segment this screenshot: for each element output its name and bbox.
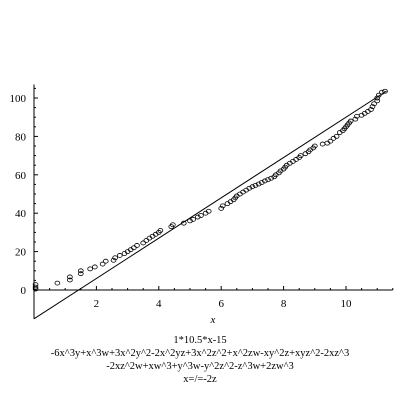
y-tick-label: 0 (21, 285, 27, 297)
data-point (205, 208, 212, 214)
data-point (32, 284, 39, 290)
data-point (352, 116, 359, 122)
y-tick-label: 20 (15, 247, 27, 259)
data-point (67, 277, 73, 283)
fit-line-layer (33, 90, 387, 320)
x-tick-label: 2 (94, 298, 100, 310)
caption-line-1: 1*10.5*x-15 (173, 335, 227, 346)
data-point (374, 98, 381, 104)
data-point (99, 261, 106, 267)
data-point (262, 178, 268, 184)
data-point (252, 182, 259, 188)
data-point (374, 95, 381, 101)
data-point (379, 89, 385, 95)
x-tick-label: 10 (341, 298, 353, 310)
data-point (110, 257, 117, 263)
data-point (87, 266, 93, 272)
caption-line-4: x=/=-2z (183, 374, 217, 385)
data-point (92, 264, 98, 270)
data-point (265, 177, 271, 183)
data-point (32, 282, 39, 288)
data-point (140, 240, 147, 246)
data-point (382, 88, 388, 94)
data-point (375, 92, 382, 98)
data-point (78, 271, 84, 277)
data-point (112, 255, 118, 261)
x-tick-label: 6 (218, 298, 224, 310)
data-point (249, 184, 256, 190)
data-point (180, 220, 187, 226)
data-point (32, 286, 39, 292)
data-point (327, 138, 334, 144)
x-axis-label: x (210, 314, 216, 326)
data-point (311, 143, 318, 149)
x-tick-label: 8 (281, 298, 287, 310)
data-point (347, 118, 354, 124)
caption: 1*10.5*x-15 -6x^3y+x^3w+3x^2y^2-2x^2yz+3… (0, 334, 400, 386)
data-point (170, 222, 176, 228)
data-point (333, 133, 340, 139)
y-tick-label: 100 (10, 93, 27, 105)
data-point (54, 280, 61, 286)
data-point (157, 228, 164, 233)
fit-line (33, 90, 387, 320)
points-layer (32, 88, 388, 292)
axes (33, 84, 393, 319)
x-tick-label: 4 (156, 298, 162, 310)
data-point (371, 101, 377, 107)
data-point (102, 258, 109, 264)
data-point (78, 268, 84, 274)
data-point (219, 203, 226, 209)
y-tick-label: 60 (15, 170, 27, 182)
data-point (134, 243, 140, 248)
data-point (218, 205, 225, 211)
data-point (143, 238, 150, 243)
data-point (117, 253, 123, 258)
data-point (369, 104, 376, 110)
data-point (368, 107, 374, 112)
data-point (319, 141, 326, 147)
caption-line-3: -2xz^2w+xw^3+y^3w-y^2z^2-z^3w+2zw^3 (106, 361, 294, 372)
caption-line-2: -6x^3y+x^3w+3x^2y^2-2x^2yz+3x^2z^2+x^2zw… (50, 348, 350, 359)
y-tick-label: 80 (15, 131, 27, 143)
data-point (190, 216, 196, 222)
y-tick-label: 40 (15, 208, 27, 220)
data-point (198, 213, 204, 218)
data-point (297, 153, 304, 159)
data-point (67, 274, 73, 280)
